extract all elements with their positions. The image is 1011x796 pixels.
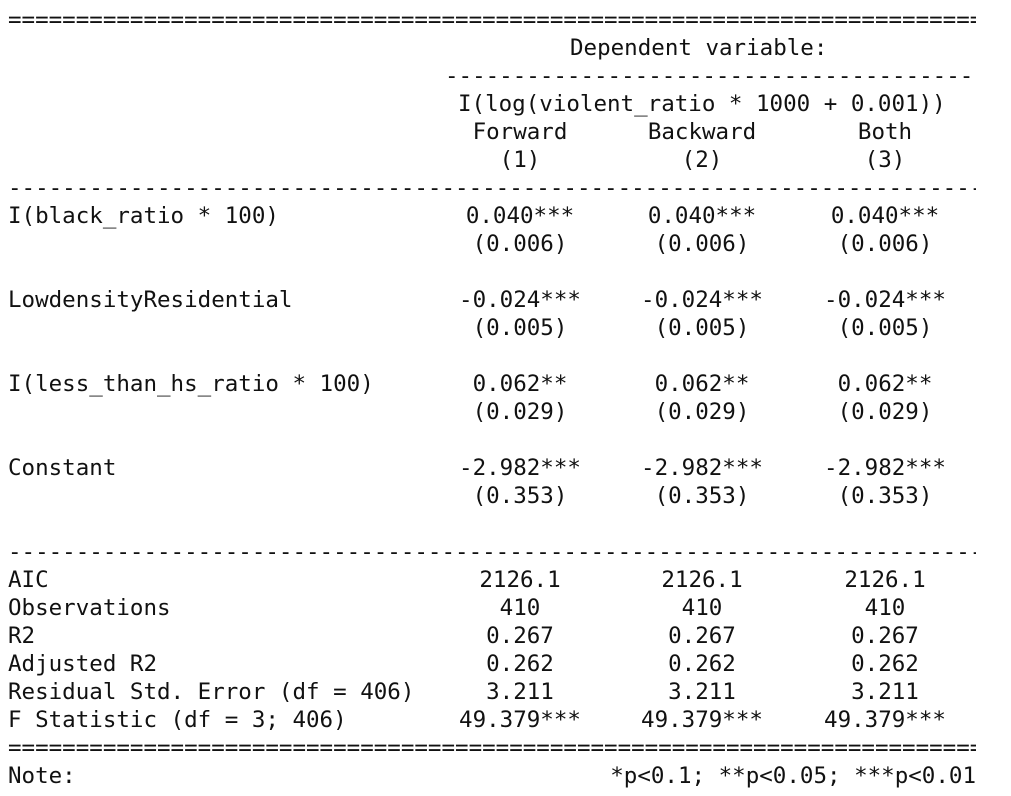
coefficient-std-error: (0.353) — [837, 483, 933, 509]
statistic-value: 2126.1 — [844, 567, 926, 593]
statistic-value: 410 — [864, 595, 906, 621]
bottom-double-rule: ========================================… — [8, 735, 976, 761]
statistic-value: 2126.1 — [479, 567, 561, 593]
statistic-value: 49.379*** — [641, 707, 763, 733]
statistic-label: F Statistic (df = 3; 406) — [8, 707, 347, 733]
model-number-3: (3) — [864, 147, 906, 173]
model-name-1: Forward — [472, 119, 568, 145]
coefficient-std-error: (0.353) — [472, 483, 568, 509]
statistic-label: Observations — [8, 595, 171, 621]
coefficient-estimate: 0.040*** — [647, 203, 757, 229]
statistic-label: R2 — [8, 623, 36, 649]
coefficient-std-error: (0.006) — [472, 231, 568, 257]
statistic-value: 0.262 — [851, 651, 919, 677]
coefficient-estimate: 0.062** — [837, 371, 933, 397]
coefficient-label: LowdensityResidential — [8, 287, 293, 313]
coefficient-estimate: 0.040*** — [465, 203, 575, 229]
coefficient-estimate: -0.024*** — [459, 287, 581, 313]
statistic-value: 49.379*** — [459, 707, 581, 733]
statistic-value: 0.267 — [668, 623, 736, 649]
coefficient-std-error: (0.029) — [837, 399, 933, 425]
coefficient-std-error: (0.005) — [654, 315, 750, 341]
significance-note: *p<0.1; **p<0.05; ***p<0.01 — [610, 763, 976, 789]
header-separator-rule: ----------------------------------------… — [8, 175, 976, 201]
coefficient-label: I(less_than_hs_ratio * 100) — [8, 371, 374, 397]
model-name-2: Backward — [647, 119, 757, 145]
coefficient-estimate: -2.982*** — [824, 455, 946, 481]
statistic-value: 3.211 — [851, 679, 919, 705]
coefficient-label: Constant — [8, 455, 117, 481]
statistic-value: 0.267 — [851, 623, 919, 649]
top-double-rule: ========================================… — [8, 7, 976, 33]
statistic-value: 0.262 — [486, 651, 554, 677]
model-number-2: (2) — [681, 147, 723, 173]
model-name-3: Both — [857, 119, 913, 145]
statistic-label: Residual Std. Error (df = 406) — [8, 679, 415, 705]
model-number-1: (1) — [499, 147, 541, 173]
coefficient-estimate: 0.040*** — [830, 203, 940, 229]
dependent-variable-heading: Dependent variable: — [570, 35, 828, 61]
statistic-value: 410 — [499, 595, 541, 621]
coefficient-std-error: (0.029) — [654, 399, 750, 425]
statistic-value: 410 — [681, 595, 723, 621]
statistic-value: 49.379*** — [824, 707, 946, 733]
coefficient-std-error: (0.005) — [837, 315, 933, 341]
coefficient-estimate: -2.982*** — [459, 455, 581, 481]
coefficient-std-error: (0.006) — [837, 231, 933, 257]
statistic-value: 0.262 — [668, 651, 736, 677]
statistic-value: 3.211 — [668, 679, 736, 705]
coefficient-estimate: -0.024*** — [824, 287, 946, 313]
dependent-variable-rule: ----------------------------------------… — [445, 63, 976, 89]
coefficient-std-error: (0.029) — [472, 399, 568, 425]
dependent-variable-formula: I(log(violent_ratio * 1000 + 0.001)) — [458, 91, 946, 117]
statistics-separator-rule: ----------------------------------------… — [8, 539, 976, 565]
coefficient-std-error: (0.353) — [654, 483, 750, 509]
coefficient-estimate: -0.024*** — [641, 287, 763, 313]
statistic-value: 2126.1 — [661, 567, 743, 593]
note-label: Note: — [8, 763, 76, 789]
statistic-value: 3.211 — [486, 679, 554, 705]
coefficient-label: I(black_ratio * 100) — [8, 203, 279, 229]
statistic-value: 0.267 — [486, 623, 554, 649]
coefficient-estimate: 0.062** — [654, 371, 750, 397]
coefficient-estimate: 0.062** — [472, 371, 568, 397]
coefficient-estimate: -2.982*** — [641, 455, 763, 481]
coefficient-std-error: (0.006) — [654, 231, 750, 257]
statistic-label: AIC — [8, 567, 49, 593]
statistic-label: Adjusted R2 — [8, 651, 158, 677]
coefficient-std-error: (0.005) — [472, 315, 568, 341]
